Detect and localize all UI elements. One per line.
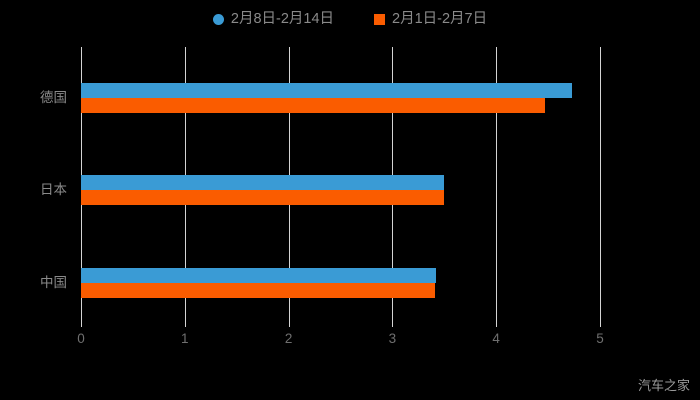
plot-area bbox=[81, 47, 601, 327]
bar-中国-series-1[interactable] bbox=[81, 268, 436, 283]
bar-德国-series-2[interactable] bbox=[81, 98, 545, 113]
bar-德国-series-1[interactable] bbox=[81, 83, 572, 98]
x-axis-tick-2: 2 bbox=[284, 331, 293, 346]
chart-legend: 2月8日-2月14日 2月1日-2月7日 bbox=[0, 8, 700, 30]
legend-entry-series-1[interactable]: 2月8日-2月14日 bbox=[212, 10, 335, 27]
y-axis-category-labels: 德国 日本 中国 bbox=[0, 47, 81, 327]
bar-中国-series-2[interactable] bbox=[81, 283, 435, 298]
x-axis-tick-0: 0 bbox=[77, 331, 85, 346]
y-axis-label-中国: 中国 bbox=[40, 275, 67, 290]
bar-日本-series-1[interactable] bbox=[81, 175, 445, 190]
square-marker-icon bbox=[374, 13, 386, 25]
watermark: 汽车之家 bbox=[637, 378, 690, 393]
x-axis-tick-3: 3 bbox=[388, 331, 397, 346]
x-axis-tick-1: 1 bbox=[181, 331, 189, 346]
legend-label-series-1: 2月8日-2月14日 bbox=[230, 10, 335, 27]
legend-label-series-2: 2月1日-2月7日 bbox=[392, 10, 488, 27]
circle-marker-icon bbox=[212, 13, 224, 25]
x-axis-tick-4: 4 bbox=[492, 331, 500, 346]
gridline-x-5 bbox=[600, 47, 601, 327]
y-axis-label-日本: 日本 bbox=[40, 182, 67, 197]
y-axis-label-德国: 德国 bbox=[40, 90, 67, 105]
gridline-x-4 bbox=[496, 47, 498, 327]
legend-entry-series-2[interactable]: 2月1日-2月7日 bbox=[374, 12, 487, 27]
bar-日本-series-2[interactable] bbox=[81, 190, 445, 205]
x-axis-tick-5: 5 bbox=[596, 331, 604, 346]
x-axis-tick-labels: 0 1 2 3 4 5 bbox=[77, 331, 604, 354]
